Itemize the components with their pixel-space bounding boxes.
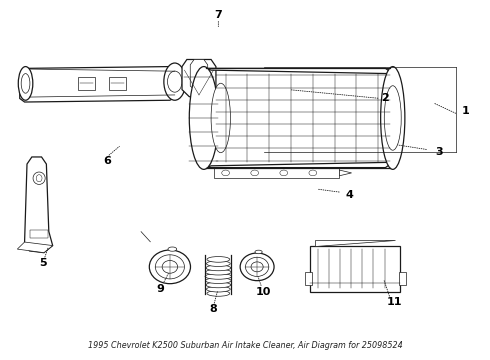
Bar: [109, 77, 126, 90]
Ellipse shape: [251, 262, 263, 272]
Ellipse shape: [168, 247, 177, 251]
Text: 6: 6: [103, 156, 111, 166]
PathPatch shape: [17, 242, 53, 253]
Bar: [214, 168, 340, 178]
Ellipse shape: [21, 74, 30, 93]
PathPatch shape: [315, 240, 395, 246]
PathPatch shape: [340, 170, 352, 176]
Circle shape: [309, 170, 317, 176]
Circle shape: [280, 170, 288, 176]
PathPatch shape: [206, 68, 393, 74]
Text: 8: 8: [210, 304, 218, 314]
Ellipse shape: [33, 172, 45, 184]
Ellipse shape: [155, 255, 184, 279]
Ellipse shape: [206, 286, 230, 292]
Ellipse shape: [384, 86, 401, 150]
Ellipse shape: [207, 257, 230, 262]
Text: 3: 3: [435, 147, 442, 157]
Ellipse shape: [18, 67, 33, 100]
Ellipse shape: [162, 260, 178, 273]
PathPatch shape: [141, 231, 150, 242]
Text: 7: 7: [215, 10, 222, 20]
PathPatch shape: [206, 162, 393, 168]
Text: 1995 Chevrolet K2500 Suburban Air Intake Cleaner, Air Diagram for 25098524: 1995 Chevrolet K2500 Suburban Air Intake…: [88, 341, 402, 350]
Circle shape: [222, 170, 229, 176]
Ellipse shape: [240, 253, 274, 281]
Bar: [78, 77, 95, 90]
FancyBboxPatch shape: [310, 246, 400, 292]
Text: 1: 1: [462, 106, 469, 116]
Text: 4: 4: [345, 190, 353, 200]
PathPatch shape: [190, 59, 208, 91]
PathPatch shape: [24, 157, 53, 253]
Text: 5: 5: [39, 258, 47, 268]
Ellipse shape: [149, 250, 191, 284]
Ellipse shape: [255, 250, 262, 254]
Ellipse shape: [205, 278, 231, 283]
Ellipse shape: [206, 282, 231, 288]
Ellipse shape: [245, 257, 269, 276]
Ellipse shape: [205, 269, 231, 275]
Ellipse shape: [36, 175, 42, 182]
Text: 10: 10: [255, 287, 270, 297]
Ellipse shape: [207, 291, 230, 296]
Ellipse shape: [206, 265, 231, 271]
PathPatch shape: [182, 59, 216, 97]
Text: 2: 2: [382, 94, 390, 103]
Bar: [305, 272, 312, 284]
PathPatch shape: [20, 67, 182, 102]
Bar: [30, 230, 48, 238]
Ellipse shape: [211, 83, 230, 153]
Bar: [398, 272, 406, 284]
Ellipse shape: [189, 67, 219, 169]
Ellipse shape: [381, 67, 405, 169]
Text: 9: 9: [156, 284, 164, 294]
Ellipse shape: [205, 274, 232, 279]
Ellipse shape: [168, 71, 182, 92]
Ellipse shape: [206, 261, 230, 266]
Ellipse shape: [164, 63, 186, 100]
Circle shape: [251, 170, 259, 176]
Text: 11: 11: [387, 297, 402, 307]
